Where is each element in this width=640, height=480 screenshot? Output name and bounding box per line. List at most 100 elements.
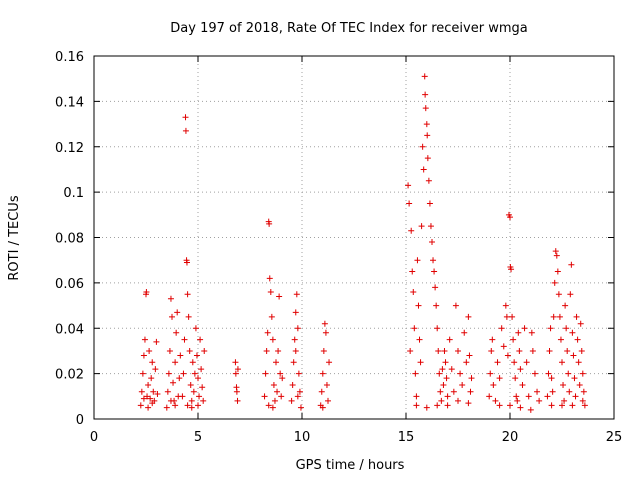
data-point: [273, 359, 279, 366]
data-point: [182, 127, 189, 134]
data-point: [551, 279, 558, 286]
data-point: [166, 347, 173, 354]
x-tick-label: 5: [194, 430, 202, 445]
data-point: [569, 402, 576, 409]
data-point: [425, 177, 432, 184]
data-point: [143, 288, 150, 295]
data-point: [137, 402, 144, 409]
data-point: [409, 268, 416, 275]
data-point: [322, 329, 329, 336]
data-point: [318, 388, 325, 395]
data-point: [553, 252, 560, 259]
data-point: [568, 261, 575, 268]
data-point: [145, 381, 152, 388]
data-point: [184, 291, 191, 298]
data-point: [145, 404, 152, 411]
data-point: [164, 388, 171, 395]
data-point: [435, 347, 442, 354]
data-point: [420, 166, 427, 173]
data-point: [438, 397, 445, 404]
data-point: [169, 313, 175, 320]
data-point: [141, 336, 148, 343]
data-point: [424, 132, 431, 139]
plot-frame: [93, 55, 615, 420]
data-point: [165, 370, 172, 377]
data-point: [546, 347, 553, 354]
data-point: [408, 227, 415, 234]
data-point: [191, 370, 198, 377]
data-point: [406, 200, 413, 207]
data-point: [567, 291, 574, 298]
data-point: [292, 309, 299, 316]
data-point: [197, 336, 204, 343]
data-point: [560, 381, 567, 388]
data-point: [416, 336, 423, 343]
data-point: [271, 397, 278, 404]
data-point: [556, 313, 563, 320]
data-point: [233, 388, 240, 395]
data-point: [496, 375, 503, 382]
data-point: [436, 370, 443, 377]
data-point: [269, 336, 276, 343]
data-point: [198, 366, 205, 373]
data-point: [144, 393, 151, 400]
data-point: [576, 381, 583, 388]
data-point: [427, 223, 434, 230]
data-point: [319, 370, 326, 377]
data-point: [415, 302, 422, 309]
data-point: [579, 397, 586, 404]
data-point: [515, 329, 522, 336]
data-point: [504, 352, 511, 359]
data-point: [564, 347, 571, 354]
data-point: [183, 259, 190, 266]
data-point: [434, 402, 441, 409]
data-point: [486, 393, 493, 400]
data-point: [152, 366, 159, 373]
data-point: [549, 388, 556, 395]
data-point: [426, 200, 433, 207]
data-point: [492, 397, 499, 404]
data-point: [149, 359, 156, 366]
data-point: [148, 375, 155, 382]
data-point: [444, 402, 451, 409]
data-point: [232, 370, 239, 377]
data-point: [274, 388, 281, 395]
data-point: [561, 397, 568, 404]
data-point: [519, 381, 526, 388]
data-point: [554, 268, 561, 275]
data-point: [173, 329, 180, 336]
data-point: [323, 381, 330, 388]
data-point: [429, 239, 435, 246]
data-point: [150, 388, 157, 395]
data-point: [448, 366, 455, 373]
data-point: [455, 347, 461, 354]
data-point: [180, 370, 187, 377]
data-point: [557, 336, 564, 343]
data-point: [467, 388, 474, 395]
data-point: [413, 393, 420, 400]
y-tick-label: 0.16: [55, 50, 84, 65]
data-point: [517, 366, 524, 373]
data-point: [277, 370, 284, 377]
data-point: [167, 295, 174, 302]
data-point: [507, 214, 513, 221]
data-point: [547, 325, 554, 332]
data-point: [414, 257, 421, 264]
data-point: [269, 404, 276, 411]
data-point: [452, 302, 459, 309]
data-point: [513, 393, 520, 400]
x-tick-label: 20: [502, 430, 519, 445]
data-point: [578, 347, 585, 354]
data-point: [550, 313, 557, 320]
data-point: [442, 359, 449, 366]
data-point: [196, 393, 203, 400]
data-point: [565, 370, 572, 377]
data-point: [527, 406, 534, 413]
data-point: [265, 402, 272, 409]
data-point: [581, 402, 588, 409]
data-point: [433, 302, 440, 309]
data-point: [563, 325, 570, 332]
data-point: [488, 347, 495, 354]
data-point: [423, 121, 430, 128]
